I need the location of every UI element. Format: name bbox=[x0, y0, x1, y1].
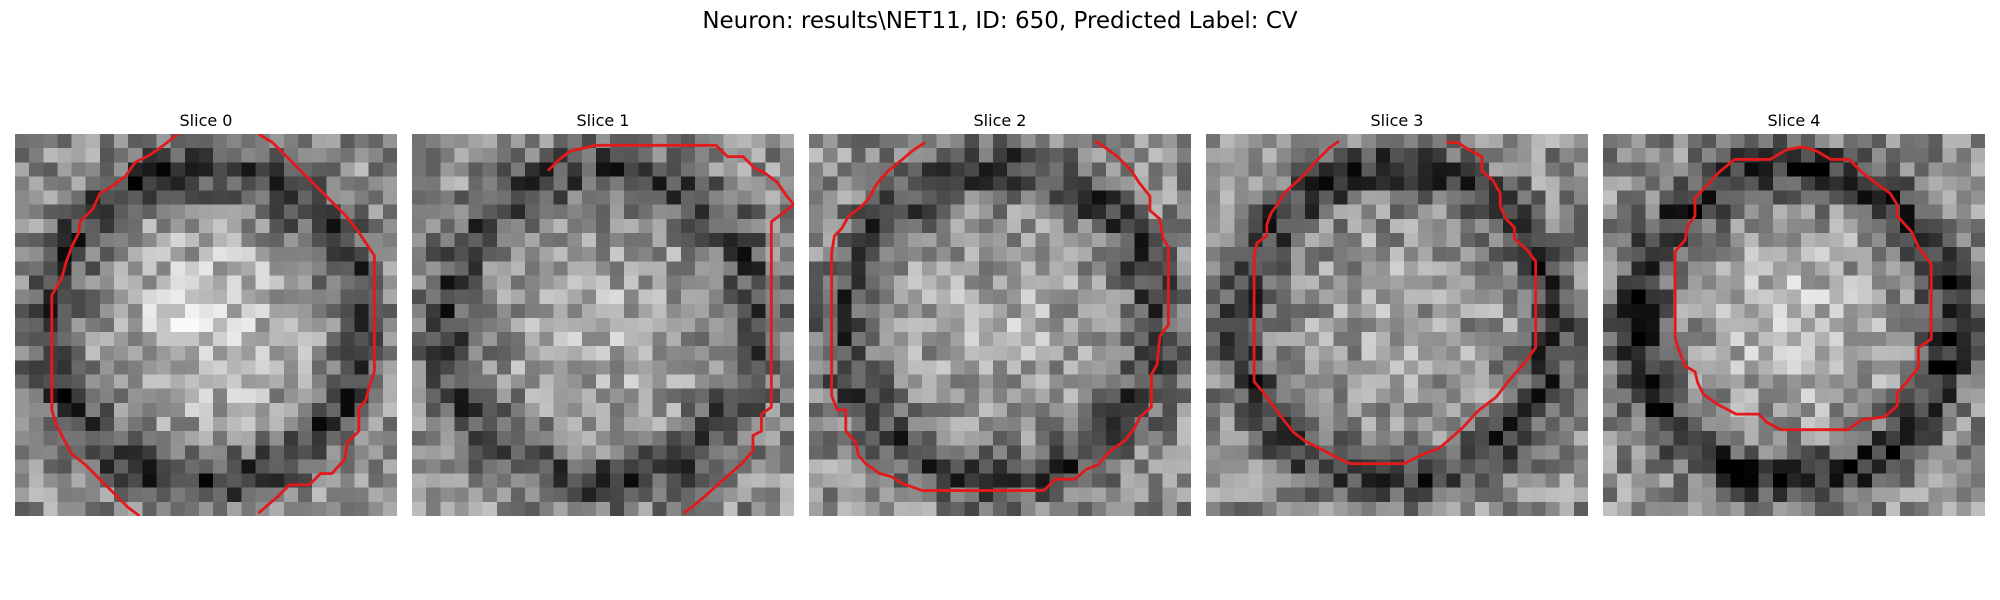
slice-image bbox=[1603, 134, 1985, 516]
figure-title: Neuron: results\NET11, ID: 650, Predicte… bbox=[702, 8, 1298, 34]
segmentation-contour bbox=[1252, 139, 1538, 466]
segmentation-contour bbox=[50, 134, 179, 516]
panel-title: Slice 0 bbox=[179, 111, 233, 130]
segmentation-contour bbox=[1673, 145, 1933, 432]
segmentation-contour bbox=[830, 139, 1170, 492]
segmentation-contour bbox=[257, 134, 376, 515]
panel-title: Slice 2 bbox=[973, 111, 1027, 130]
panel-slice-3: Slice 3 bbox=[1206, 110, 1588, 516]
slice-image bbox=[412, 134, 794, 516]
panel-title: Slice 4 bbox=[1767, 111, 1821, 130]
panel-slice-4: Slice 4 bbox=[1603, 110, 1985, 516]
segmentation-contour bbox=[546, 143, 794, 515]
panel-slice-0: Slice 0 bbox=[15, 110, 397, 516]
panel-title: Slice 3 bbox=[1370, 111, 1424, 130]
slice-image bbox=[809, 134, 1191, 516]
panel-slice-1: Slice 1 bbox=[412, 110, 794, 516]
slice-image bbox=[15, 134, 397, 516]
panel-title: Slice 1 bbox=[576, 111, 630, 130]
panel-slice-2: Slice 2 bbox=[809, 110, 1191, 516]
slice-image bbox=[1206, 134, 1588, 516]
